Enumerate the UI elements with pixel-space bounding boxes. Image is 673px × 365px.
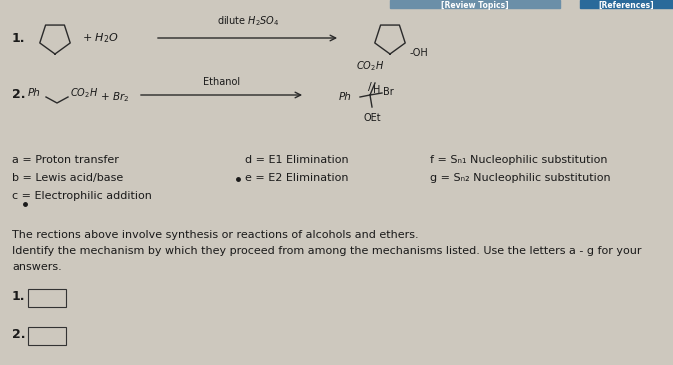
Bar bbox=[580, 0, 673, 8]
Text: g = Sₙ₂ Nucleophilic substitution: g = Sₙ₂ Nucleophilic substitution bbox=[430, 173, 610, 183]
Text: dilute $H_2SO_4$: dilute $H_2SO_4$ bbox=[217, 14, 279, 28]
Text: $+\ H_2O$: $+\ H_2O$ bbox=[82, 31, 119, 45]
Text: $CO_2H$: $CO_2H$ bbox=[70, 86, 98, 100]
Text: d = E1 Elimination: d = E1 Elimination bbox=[245, 155, 349, 165]
Text: 1.: 1. bbox=[12, 31, 26, 45]
Text: -OH: -OH bbox=[410, 48, 429, 58]
Text: /: / bbox=[368, 82, 372, 92]
Text: c = Electrophilic addition: c = Electrophilic addition bbox=[12, 191, 152, 201]
Text: Ethanol: Ethanol bbox=[203, 77, 240, 87]
Bar bbox=[28, 327, 66, 345]
Text: b = Lewis acid/base: b = Lewis acid/base bbox=[12, 173, 123, 183]
Text: [References]: [References] bbox=[598, 0, 653, 9]
Text: e = E2 Elimination: e = E2 Elimination bbox=[245, 173, 349, 183]
Text: OEt: OEt bbox=[363, 113, 381, 123]
Text: Identify the mechanism by which they proceed from among the mechanisms listed. U: Identify the mechanism by which they pro… bbox=[12, 246, 641, 256]
Bar bbox=[28, 289, 66, 307]
Text: 2.: 2. bbox=[12, 328, 26, 341]
Text: 2.: 2. bbox=[12, 88, 26, 101]
Text: Ph: Ph bbox=[28, 88, 41, 98]
Text: 1.: 1. bbox=[12, 290, 26, 303]
Text: f = Sₙ₁ Nucleophilic substitution: f = Sₙ₁ Nucleophilic substitution bbox=[430, 155, 608, 165]
Text: Ph: Ph bbox=[339, 92, 352, 102]
Text: The rections above involve synthesis or reactions of alcohols and ethers.: The rections above involve synthesis or … bbox=[12, 230, 419, 240]
Text: [Review Topics]: [Review Topics] bbox=[441, 0, 509, 9]
Text: $CO_2H$: $CO_2H$ bbox=[356, 59, 384, 73]
Text: a = Proton transfer: a = Proton transfer bbox=[12, 155, 119, 165]
Text: $+\ Br_2$: $+\ Br_2$ bbox=[100, 90, 129, 104]
Text: answers.: answers. bbox=[12, 262, 62, 272]
Bar bbox=[390, 0, 560, 8]
Text: H: H bbox=[373, 85, 380, 95]
Text: Br: Br bbox=[383, 87, 394, 97]
